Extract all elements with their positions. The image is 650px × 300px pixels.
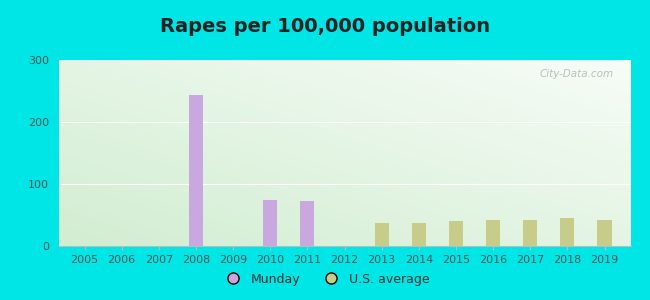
- Bar: [597, 220, 612, 246]
- Text: Rapes per 100,000 population: Rapes per 100,000 population: [160, 17, 490, 36]
- Bar: [523, 220, 538, 246]
- Bar: [560, 218, 575, 246]
- Bar: [189, 95, 203, 246]
- Bar: [300, 201, 315, 246]
- Bar: [449, 221, 463, 246]
- Legend: Munday, U.S. average: Munday, U.S. average: [216, 268, 434, 291]
- Bar: [486, 220, 500, 246]
- Text: City-Data.com: City-Data.com: [540, 69, 614, 79]
- Bar: [411, 223, 426, 246]
- Bar: [374, 223, 389, 246]
- Bar: [263, 200, 278, 246]
